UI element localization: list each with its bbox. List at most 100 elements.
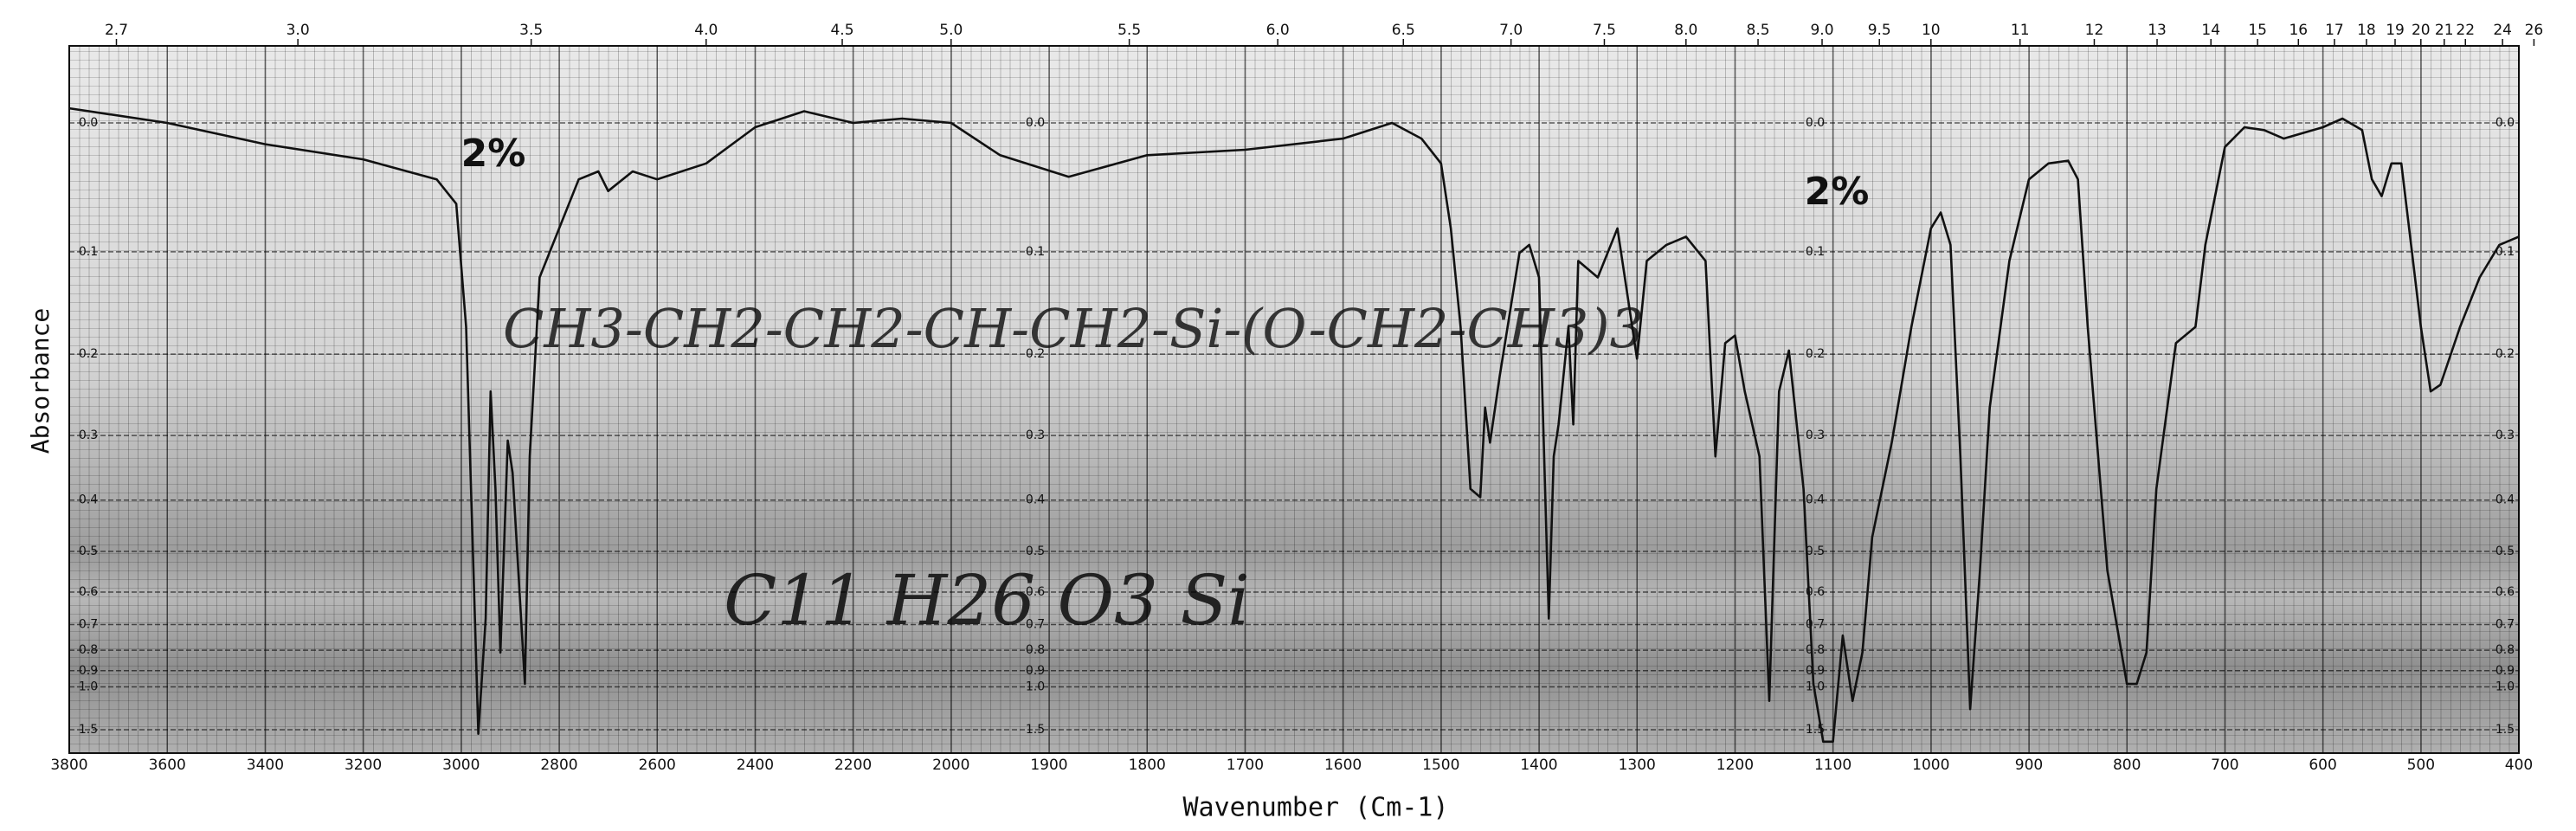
x2-tick-label: 10 [1922,22,1941,39]
molecular-formula: C11 H26 O3 Si [724,560,1250,641]
x-tick-label: 1700 [1227,757,1264,774]
x2-tick-label: 5.5 [1117,22,1141,39]
y-tick-label: 0.4 [79,493,98,507]
x2-tick-label: 26 [2525,22,2544,39]
x-tick-label: 1000 [1912,757,1949,774]
x-tick-label: 2200 [834,757,872,774]
y-tick-label: 0.3 [2496,428,2515,442]
x-tick-label: 2800 [540,757,577,774]
y-tick-label: 0.7 [2496,617,2515,631]
x-tick-label: 1100 [1814,757,1852,774]
x2-tick-label: 17 [2325,22,2344,39]
x2-tick-label: 8.0 [1674,22,1697,39]
y-tick-label: 0.1 [79,245,98,259]
spectrum-line [68,106,2520,744]
y-tick-label: 1.0 [1806,680,1825,694]
y-tick-label: 0.9 [79,664,98,678]
x2-tick-label: 12 [2085,22,2104,39]
x2-tick-label: 18 [2357,22,2376,39]
x-tick-label: 1800 [1129,757,1166,774]
y-tick-label: 0.1 [1026,245,1045,259]
x-tick-label: 3800 [50,757,87,774]
y-tick-label: 0.6 [2496,585,2515,599]
annotation: 2% [1805,170,1870,214]
y-tick-label: 1.0 [79,680,98,694]
y-tick-label: 0.6 [79,585,98,599]
x2-tick-label: 7.5 [1593,22,1616,39]
y-tick-label: 0.7 [79,617,98,631]
x-tick-label: 1600 [1324,757,1362,774]
y-tick-label: 0.8 [2496,643,2515,657]
x-tick-label: 1400 [1520,757,1557,774]
x2-tick-label: 11 [2011,22,2030,39]
y-tick-label: 1.5 [79,723,98,737]
y-tick-label: 0.9 [2496,664,2515,678]
x-tick-label: 800 [2113,757,2141,774]
x2-tick-label: 4.0 [694,22,718,39]
y-tick-label: 0.5 [2496,544,2515,558]
y-tick-label: 0.6 [1806,585,1825,599]
y-tick-label: 0.2 [1026,347,1045,361]
x2-tick-label: 19 [2386,22,2405,39]
x2-tick-label: 21 [2435,22,2454,39]
y-tick-label: 1.0 [1026,680,1045,694]
annotation: 2% [461,132,526,176]
x-tick-label: 1200 [1716,757,1754,774]
x2-tick-label: 20 [2412,22,2431,39]
x-tick-label: 2600 [639,757,676,774]
y-tick-label: 0.1 [2496,245,2515,259]
y-tick-label: 0.4 [1026,493,1045,507]
x-tick-label: 1300 [1619,757,1656,774]
x-tick-label: 700 [2211,757,2238,774]
x-tick-label: 2400 [737,757,774,774]
x-tick-label: 600 [2309,757,2336,774]
y-tick-label: 0.2 [79,347,98,361]
structure-formula: CH3-CH2-CH2-CH-CH2-Si-(O-CH2-CH3)3 [503,297,1644,360]
x-tick-label: 3400 [247,757,284,774]
x-tick-label: 3000 [442,757,480,774]
x-tick-label: 3200 [345,757,382,774]
y-tick-label: 0.7 [1026,617,1045,631]
y-tick-label: 0.1 [1806,245,1825,259]
x2-tick-label: 3.0 [287,22,310,39]
x2-tick-label: 6.5 [1392,22,1415,39]
y-tick-label: 0.5 [1026,544,1045,558]
y-tick-label: 0.9 [1806,664,1825,678]
x2-tick-label: 3.5 [519,22,543,39]
y-tick-label: 1.5 [1026,723,1045,737]
y-tick-label: 0.0 [1806,116,1825,130]
y-tick-label: 0.5 [79,544,98,558]
y-tick-label: 0.4 [2496,493,2515,507]
x2-tick-label: 9.5 [1868,22,1891,39]
x2-tick-label: 14 [2201,22,2220,39]
y-tick-label: 0.8 [1026,643,1045,657]
y-tick-label: 0.7 [1806,617,1825,631]
x2-tick-label: 4.5 [830,22,853,39]
y-tick-label: 1.0 [2496,680,2515,694]
y-tick-label: 0.3 [1026,428,1045,442]
y-tick-label: 0.8 [1806,643,1825,657]
y-tick-label: 0.8 [79,643,98,657]
x2-tick-label: 7.0 [1499,22,1523,39]
y-tick-label: 0.3 [79,428,98,442]
x2-tick-label: 22 [2456,22,2475,39]
x2-tick-label: 6.0 [1266,22,1290,39]
x2-tick-label: 5.0 [939,22,963,39]
x2-tick-label: 9.0 [1810,22,1833,39]
y-tick-label: 0.3 [1806,428,1825,442]
y-axis-label: Absorbance [26,308,55,454]
x-tick-label: 900 [2015,757,2043,774]
x-tick-label: 500 [2407,757,2435,774]
plot-frame [68,45,2520,754]
x-tick-label: 2000 [932,757,969,774]
x2-tick-label: 24 [2493,22,2512,39]
x2-tick-label: 15 [2248,22,2267,39]
x-axis-label: Wavenumber (Cm-1) [1182,793,1448,823]
y-tick-label: 0.0 [1026,116,1045,130]
y-tick-label: 0.0 [79,116,98,130]
x-tick-label: 3600 [149,757,186,774]
x2-tick-label: 8.5 [1747,22,1770,39]
y-tick-label: 0.2 [1806,347,1825,361]
